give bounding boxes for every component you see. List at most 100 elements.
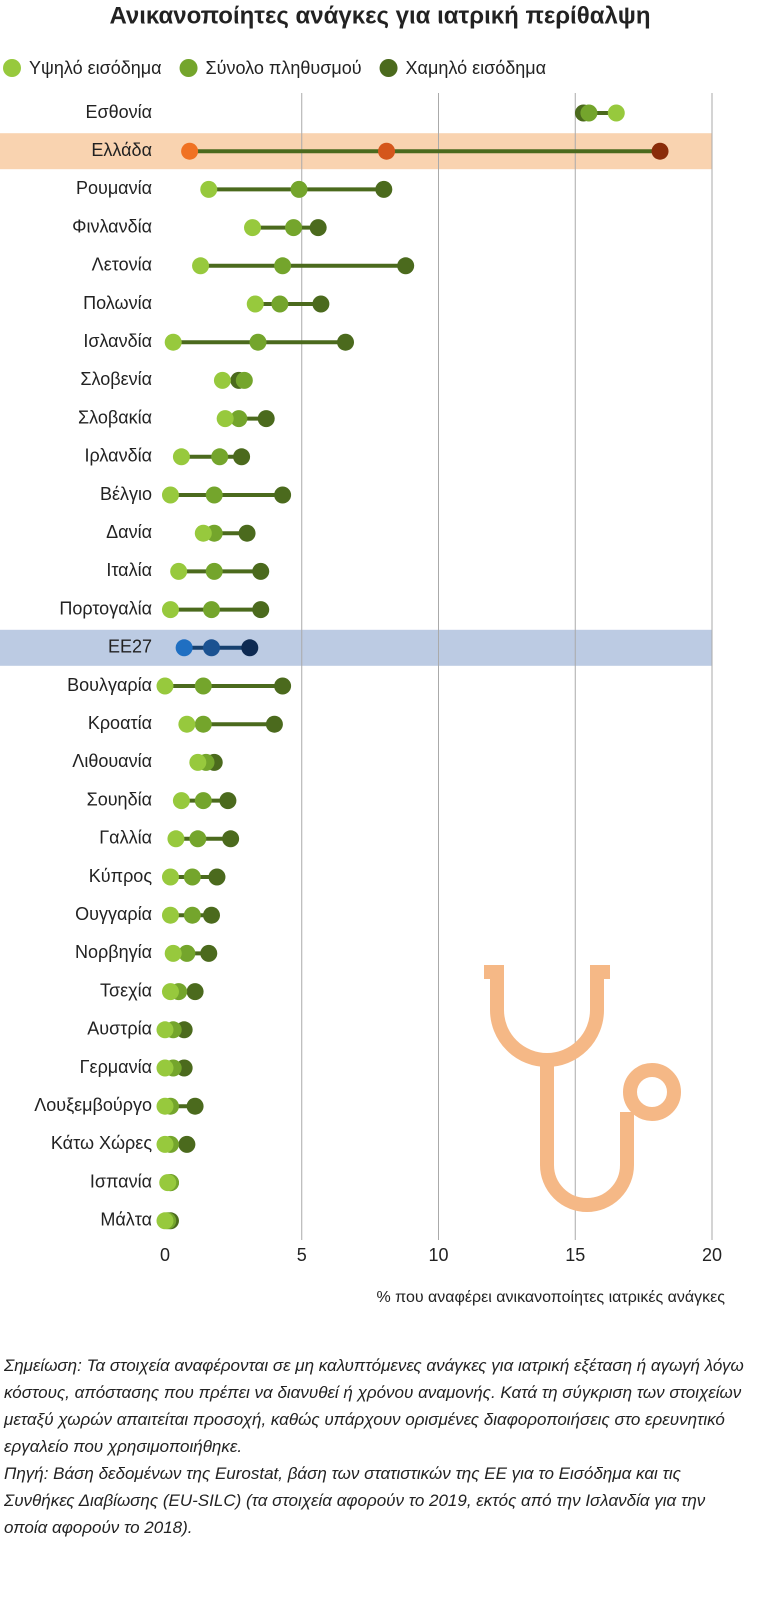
dot [265, 715, 283, 733]
dot [178, 715, 196, 733]
category-label: Ισπανία [90, 1171, 152, 1191]
dot [233, 448, 251, 466]
dot [607, 104, 625, 122]
highlight-band [0, 629, 712, 666]
dot [213, 371, 231, 389]
dot [202, 906, 220, 924]
dot [230, 410, 248, 428]
category-label: Σλοβακία [78, 407, 152, 427]
category-label: Μάλτα [100, 1210, 152, 1230]
category-label: Κάτω Χώρες [51, 1133, 152, 1153]
category-label: Λιθουανία [72, 751, 152, 771]
category-label: Ελλάδα [91, 140, 152, 160]
dot [167, 830, 185, 848]
dot [200, 944, 218, 962]
dot [205, 562, 223, 580]
category-label: Τσεχία [100, 980, 152, 1000]
category-label: Γαλλία [99, 828, 152, 848]
dot [252, 601, 270, 619]
dot [161, 868, 179, 886]
legend-marker [179, 59, 198, 77]
dot [378, 142, 396, 160]
category-label: Σλοβενία [80, 369, 152, 389]
dot [181, 142, 199, 160]
dot [219, 792, 237, 810]
dot [159, 1174, 177, 1192]
category-label: Βέλγιο [100, 484, 152, 504]
dot [274, 486, 292, 504]
dot [189, 830, 207, 848]
dot [211, 448, 229, 466]
category-label: Πολωνία [83, 293, 152, 313]
dot [156, 1135, 174, 1153]
x-tick-label: 15 [565, 1245, 585, 1265]
dot [172, 792, 190, 810]
dot [312, 295, 330, 313]
category-label: Κροατία [88, 713, 152, 733]
notes: Σημείωση: Τα στοιχεία αναφέρονται σε μη … [4, 1352, 744, 1541]
dot [309, 219, 327, 237]
x-tick-label: 0 [160, 1245, 170, 1265]
dot [205, 486, 223, 504]
dot [156, 677, 174, 695]
dot [178, 1135, 196, 1153]
category-label: Αυστρία [87, 1019, 152, 1039]
dot [194, 524, 212, 542]
category-label: Ουγγαρία [75, 904, 152, 924]
category-label: Δανία [106, 522, 152, 542]
legend-marker [3, 59, 21, 77]
dot [580, 104, 598, 122]
dot [246, 295, 264, 313]
dot [156, 1212, 174, 1230]
dot [183, 906, 201, 924]
dot [249, 333, 267, 351]
note: Πηγή: Βάση δεδομένων της Eurostat, βάση … [4, 1464, 706, 1537]
dot [257, 410, 275, 428]
dot [156, 1059, 174, 1077]
dot [178, 944, 196, 962]
x-tick-label: 10 [428, 1245, 448, 1265]
dot [397, 257, 415, 275]
category-label: Ιρλανδία [85, 446, 152, 466]
dot [271, 295, 289, 313]
category-label: ΕΕ27 [108, 637, 152, 657]
dot [172, 448, 190, 466]
dot [156, 1097, 174, 1115]
dot [194, 715, 212, 733]
dot [241, 639, 259, 657]
dot [216, 410, 234, 428]
dot [375, 180, 393, 198]
legend-label: Σύνολο πληθυσμού [206, 58, 362, 78]
category-label: Σουηδία [87, 789, 152, 809]
x-axis-label: % που αναφέρει ανικανοποίητες ιατρικές α… [376, 1289, 725, 1306]
dot [161, 601, 179, 619]
dot [183, 868, 201, 886]
dot [186, 1097, 204, 1115]
category-label: Λουξεμβούργο [34, 1095, 152, 1115]
legend-label: Χαμηλό εισόδημα [406, 58, 546, 78]
dot [252, 562, 270, 580]
x-tick-label: 20 [702, 1245, 722, 1265]
legend-label: Υψηλό εισόδημα [29, 58, 162, 78]
chart-title: Ανικανοποίητες ανάγκες για ιατρική περίθ… [109, 2, 650, 29]
category-label: Βουλγαρία [67, 675, 152, 695]
dot [238, 524, 256, 542]
category-label: Ρουμανία [76, 178, 152, 198]
dot [200, 180, 218, 198]
dot [161, 906, 179, 924]
dot [175, 639, 193, 657]
dot [222, 830, 240, 848]
category-label: Ισλανδία [83, 331, 152, 351]
dot [337, 333, 355, 351]
category-label: Νορβηγία [75, 942, 152, 962]
dot [194, 792, 212, 810]
stethoscope-icon [484, 965, 681, 1212]
chart: Ανικανοποίητες ανάγκες για ιατρική περίθ… [0, 2, 725, 1306]
category-label: Κύπρος [89, 866, 153, 886]
dot [290, 180, 308, 198]
dot [161, 983, 179, 1001]
category-label: Ιταλία [106, 560, 152, 580]
note: Σημείωση: Τα στοιχεία αναφέρονται σε μη … [4, 1356, 744, 1456]
dot [186, 983, 204, 1001]
